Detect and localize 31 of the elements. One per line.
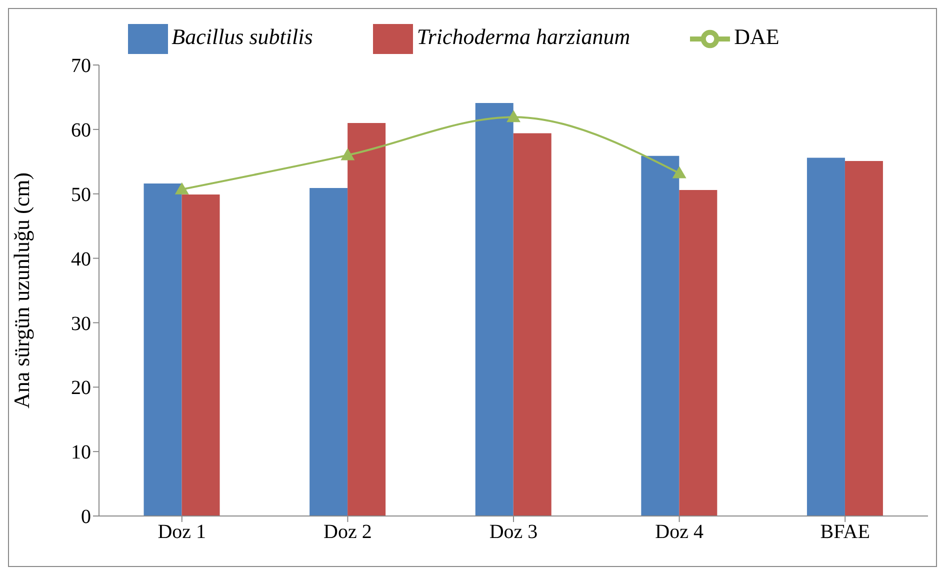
point bbox=[340, 148, 355, 160]
bar bbox=[310, 188, 348, 516]
bar bbox=[348, 122, 386, 516]
bar bbox=[513, 133, 552, 516]
legend-label: DAE bbox=[734, 24, 780, 50]
y-tick-label: 30 bbox=[71, 312, 91, 335]
point bbox=[174, 182, 189, 194]
y-tick-label: 0 bbox=[81, 506, 91, 528]
y-axis-title: Ana sürgün uzunluğu (cm) bbox=[8, 172, 34, 409]
point bbox=[672, 166, 686, 178]
y-tick-label: 60 bbox=[71, 120, 91, 142]
point bbox=[506, 110, 520, 122]
x-tick-label: Doz 1 bbox=[158, 521, 206, 544]
bar bbox=[679, 190, 718, 516]
y-tick-label: 50 bbox=[71, 184, 91, 206]
bar bbox=[475, 103, 514, 516]
bar bbox=[641, 156, 680, 516]
y-tick-label: 70 bbox=[71, 55, 91, 78]
legend-label: Trichoderma harzianum bbox=[416, 24, 630, 50]
y-tick-label: 10 bbox=[71, 442, 91, 464]
y-tick-label: 20 bbox=[71, 377, 91, 400]
x-tick-label: Doz 3 bbox=[489, 521, 538, 544]
x-tick-label: Doz 2 bbox=[324, 521, 372, 544]
bar bbox=[144, 184, 182, 516]
legend-label: Bacillus subtilis bbox=[172, 24, 313, 50]
x-tick-label: BFAE bbox=[820, 521, 870, 544]
bar bbox=[844, 161, 883, 516]
y-tick-label: 40 bbox=[71, 248, 91, 270]
x-tick-label: Doz 4 bbox=[655, 521, 704, 544]
bar bbox=[806, 158, 845, 516]
bar bbox=[182, 194, 220, 516]
